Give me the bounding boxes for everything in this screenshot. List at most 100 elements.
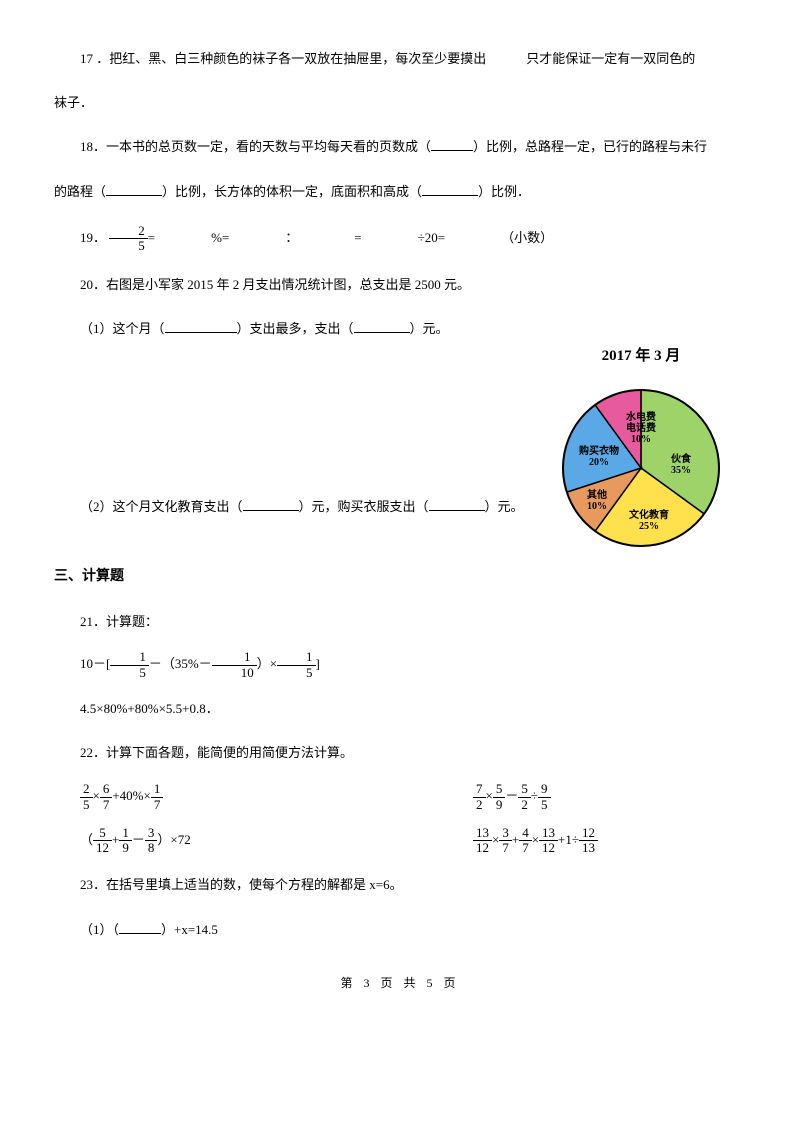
t: × <box>486 788 493 803</box>
frac: 95 <box>538 782 551 812</box>
q20-sub2-b: ）元，购买衣服支出（ <box>299 499 429 514</box>
q17-text-b: 只才能保证一定有一双同色的 <box>526 51 695 66</box>
q20-num: 20 <box>80 277 93 292</box>
pie-label: 10% <box>631 434 651 445</box>
frac: 37 <box>499 826 512 856</box>
q17-text-a: ．把红、黑、白三种颜色的袜子各一双放在抽屉里，每次至少要摸出 <box>96 51 486 66</box>
q20-sub2-c: ）元。 <box>485 499 524 514</box>
q18-num: 18 <box>80 139 93 154</box>
frac: 59 <box>493 782 506 812</box>
q20-sub1-a: （1）这个月（ <box>80 321 165 336</box>
question-23: 23．在括号里填上适当的数，使每个方程的解都是 x=6。 （1）（ ）+x=14.… <box>54 869 746 944</box>
frac: 15 <box>277 650 316 680</box>
q19-dot: ． <box>93 230 106 245</box>
t: ）×72 <box>157 832 190 847</box>
footer-t: 页 共 <box>380 976 419 990</box>
question-20: 20．右图是小军家 2015 年 2 月支出情况统计图，总支出是 2500 元。… <box>54 269 746 549</box>
frac: 1312 <box>539 826 558 856</box>
pie-label: 35% <box>671 465 691 476</box>
t: + <box>512 832 519 847</box>
t: （ <box>80 832 93 847</box>
frac: 52 <box>518 782 531 812</box>
q19-num: 19 <box>80 230 93 245</box>
eq2: = <box>354 230 361 245</box>
q20-intro: ．右图是小军家 2015 年 2 月支出情况统计图，总支出是 2500 元。 <box>93 277 470 292</box>
pct: %= <box>211 230 229 245</box>
frac: 38 <box>145 826 158 856</box>
q21-expr1: 10－[15－（35%－110）×15] <box>54 650 746 680</box>
q18-line2: 的路程（ ）比例，长方体的体积一定，底面积和高成（ ）比例． <box>54 176 746 207</box>
q22-title-line: 22．计算下面各题，能简便的用简便方法计算。 <box>54 737 746 768</box>
q20-sub2-a: （2）这个月文化教育支出（ <box>80 499 243 514</box>
page-footer: 第 3 页 共 5 页 <box>54 969 746 998</box>
q17-line1: 17 ．把红、黑、白三种颜色的袜子各一双放在抽屉里，每次至少要摸出 只才能保证一定… <box>54 43 746 74</box>
q21-expr2: 4.5×80%+80%×5.5+0.8． <box>54 693 746 724</box>
q23-sub1-b: ）+x=14.5 <box>161 922 218 937</box>
pie-label: 其他 <box>587 488 607 501</box>
q23-sub1-a: （1）（ <box>80 922 119 937</box>
q22-e1: 25×67+40%×17 <box>80 782 353 812</box>
frac: 110 <box>212 650 257 680</box>
pie-label: 25% <box>639 521 659 532</box>
pie-label: 电话费 <box>626 421 656 434</box>
frac: 19 <box>119 826 132 856</box>
t: + <box>112 832 119 847</box>
blank <box>243 497 299 511</box>
t: － <box>505 788 518 803</box>
q23-title: ．在括号里填上适当的数，使每个方程的解都是 x=6。 <box>93 877 403 892</box>
frac: 67 <box>100 782 113 812</box>
t: +1÷ <box>558 832 579 847</box>
t: ÷ <box>531 788 538 803</box>
t: －（35%－ <box>149 656 212 671</box>
t: × <box>532 832 539 847</box>
q18-line1: 18．一本书的总页数一定，看的天数与平均每天看的页数成（）比例，总路程一定，已行… <box>54 131 746 162</box>
q18-e: ）比例． <box>478 184 530 199</box>
pie-chart: 伙食35%文化教育25%其他10%购买衣物20%水电费电话费10% <box>551 380 731 550</box>
frac: 512 <box>93 826 112 856</box>
q17-num: 17 <box>80 51 93 66</box>
colon: ： <box>285 230 298 245</box>
question-17: 17 ．把红、黑、白三种颜色的袜子各一双放在抽屉里，每次至少要摸出 只才能保证一定… <box>54 43 746 118</box>
footer-page: 3 <box>363 976 373 990</box>
frac: 17 <box>151 782 164 812</box>
div20: ÷20= <box>418 230 445 245</box>
question-21: 21．计算题： 10－[15－（35%－110）×15] 4.5×80%+80%… <box>54 606 746 724</box>
q20-intro-line: 20．右图是小军家 2015 年 2 月支出情况统计图，总支出是 2500 元。 <box>54 269 746 300</box>
frac: 47 <box>519 826 532 856</box>
q21-title-line: 21．计算题： <box>54 606 746 637</box>
worksheet-page: 17 ．把红、黑、白三种颜色的袜子各一双放在抽屉里，每次至少要摸出 只才能保证一定… <box>0 0 800 1018</box>
blank <box>431 137 473 151</box>
blank <box>165 319 237 333</box>
q22-num: 22 <box>80 745 93 760</box>
t: 10－[ <box>80 656 110 671</box>
q22-e2: 72×59－52÷95 <box>473 782 746 812</box>
t: － <box>132 832 145 847</box>
t: × <box>93 788 100 803</box>
q23-num: 23 <box>80 877 93 892</box>
blank <box>429 497 485 511</box>
pie-label: 伙食 <box>671 452 692 465</box>
t: ）× <box>257 656 277 671</box>
frac: 72 <box>473 782 486 812</box>
pie-chart-container: 2017 年 3 月 伙食35%文化教育25%其他10%购买衣物20%水电费电话… <box>536 338 746 550</box>
q22-title: ．计算下面各题，能简便的用简便方法计算。 <box>93 745 353 760</box>
question-22: 22．计算下面各题，能简便的用简便方法计算。 25×67+40%×17 72×5… <box>54 737 746 855</box>
q20-sub1-c: ）元。 <box>410 321 449 336</box>
q22-e4: 1312×37+47×1312+1÷1213 <box>473 826 746 856</box>
frac: 1213 <box>579 826 598 856</box>
q21-num: 21 <box>80 614 93 629</box>
t: × <box>492 832 499 847</box>
frac: 15 <box>110 650 149 680</box>
eq: = <box>148 230 155 245</box>
blank <box>422 182 478 196</box>
q20-sub1-b: ）支出最多，支出（ <box>237 321 354 336</box>
t: +40%× <box>112 788 151 803</box>
q23-sub1: （1）（ ）+x=14.5 <box>54 914 746 945</box>
q18-d: ）比例，长方体的体积一定，底面积和高成（ <box>162 184 422 199</box>
footer-t: 第 <box>340 976 356 990</box>
pie-label: 20% <box>589 457 609 468</box>
q18-a: ．一本书的总页数一定，看的天数与平均每天看的页数成（ <box>93 139 431 154</box>
q18-c: 的路程（ <box>54 184 106 199</box>
question-19: 19． 25=%=：=÷20=（小数） <box>54 220 746 256</box>
frac: 1312 <box>473 826 492 856</box>
